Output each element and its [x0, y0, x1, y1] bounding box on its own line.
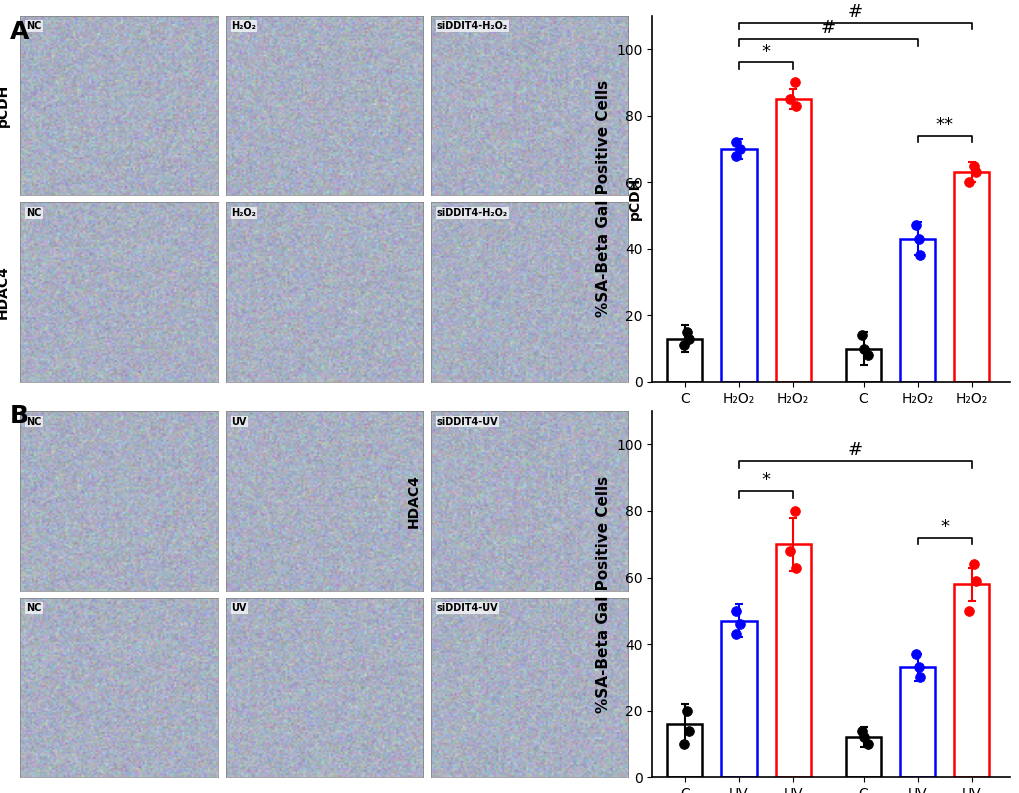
Point: [727, 628, 743, 641]
Point: [678, 326, 694, 339]
Point: [853, 329, 869, 342]
Point: [731, 143, 747, 155]
Bar: [720, 621, 756, 777]
Text: UV: UV: [231, 416, 247, 427]
Point: [965, 159, 981, 172]
Point: [727, 149, 743, 162]
Point: [859, 737, 875, 750]
Text: siDDIT4-UV: siDDIT4-UV: [436, 416, 498, 427]
Text: *: *: [761, 43, 769, 61]
Point: [787, 504, 803, 517]
Point: [911, 249, 927, 262]
Bar: [774, 544, 810, 777]
Text: NC: NC: [26, 21, 42, 31]
Point: [675, 737, 691, 750]
Text: pCDH: pCDH: [628, 177, 642, 220]
Point: [911, 671, 927, 684]
Text: pCDH: pCDH: [0, 84, 10, 127]
Text: NC: NC: [26, 208, 42, 218]
Point: [855, 731, 871, 744]
Text: NC: NC: [702, 455, 720, 468]
Bar: [774, 99, 810, 382]
Text: HDAC4: HDAC4: [407, 474, 420, 528]
Bar: [845, 737, 880, 777]
Text: #: #: [820, 20, 836, 37]
Point: [787, 76, 803, 89]
Text: HDAC4: HDAC4: [0, 265, 10, 319]
Point: [787, 99, 803, 112]
Point: [853, 724, 869, 737]
Text: siDDIT4-H₂O₂: siDDIT4-H₂O₂: [436, 21, 507, 31]
Text: H₂O₂: H₂O₂: [231, 208, 256, 218]
Point: [855, 343, 871, 355]
Y-axis label: %SA-Beta Gal Positive Cells: %SA-Beta Gal Positive Cells: [595, 476, 610, 713]
Text: HDAC4: HDAC4: [890, 486, 944, 500]
Text: pCDH: pCDH: [716, 486, 760, 500]
Point: [680, 332, 696, 345]
Text: NC: NC: [880, 455, 899, 468]
Point: [960, 604, 976, 617]
Point: [727, 136, 743, 148]
Text: B: B: [10, 404, 30, 428]
Bar: [954, 172, 988, 382]
Bar: [720, 149, 756, 382]
Bar: [899, 668, 934, 777]
Text: **: **: [934, 116, 953, 134]
Point: [680, 724, 696, 737]
Point: [967, 574, 983, 587]
Point: [781, 93, 797, 105]
Bar: [845, 349, 880, 382]
Point: [859, 349, 875, 362]
Y-axis label: %SA-Beta Gal Positive Cells: %SA-Beta Gal Positive Cells: [595, 80, 610, 317]
Point: [965, 557, 981, 570]
Bar: [666, 339, 702, 382]
Point: [675, 339, 691, 351]
Bar: [954, 584, 988, 777]
Text: siDDIT4-UV: siDDIT4-UV: [436, 603, 498, 613]
Point: [960, 176, 976, 189]
Text: H₂O₂: H₂O₂: [231, 21, 256, 31]
Point: [967, 166, 983, 178]
Bar: [899, 239, 934, 382]
Text: *: *: [940, 518, 949, 536]
Text: NC: NC: [26, 416, 42, 427]
Point: [781, 545, 797, 557]
Text: NC: NC: [26, 603, 42, 613]
Text: siDDIT4: siDDIT4: [947, 455, 996, 468]
Point: [907, 648, 923, 661]
Point: [731, 618, 747, 630]
Text: siDDIT4: siDDIT4: [768, 455, 816, 468]
Point: [910, 232, 926, 245]
Point: [787, 561, 803, 574]
Text: #: #: [847, 3, 862, 21]
Text: A: A: [10, 20, 30, 44]
Point: [727, 604, 743, 617]
Point: [678, 704, 694, 717]
Point: [910, 661, 926, 674]
Text: *: *: [761, 471, 769, 489]
Point: [907, 219, 923, 232]
Text: siDDIT4-H₂O₂: siDDIT4-H₂O₂: [436, 208, 507, 218]
Text: #: #: [847, 442, 862, 459]
Text: UV: UV: [231, 603, 247, 613]
Bar: [666, 724, 702, 777]
